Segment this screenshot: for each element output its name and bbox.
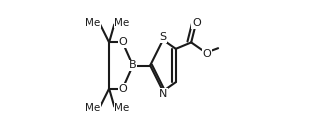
Text: Me: Me: [114, 18, 130, 28]
Text: S: S: [159, 32, 166, 42]
Text: O: O: [192, 18, 201, 28]
Text: Me: Me: [85, 18, 100, 28]
Text: N: N: [159, 89, 167, 99]
Text: Me: Me: [85, 103, 100, 113]
Text: O: O: [118, 84, 127, 94]
Text: O: O: [118, 37, 127, 47]
Text: Me: Me: [114, 103, 130, 113]
Text: O: O: [202, 49, 211, 59]
Text: B: B: [129, 61, 137, 70]
